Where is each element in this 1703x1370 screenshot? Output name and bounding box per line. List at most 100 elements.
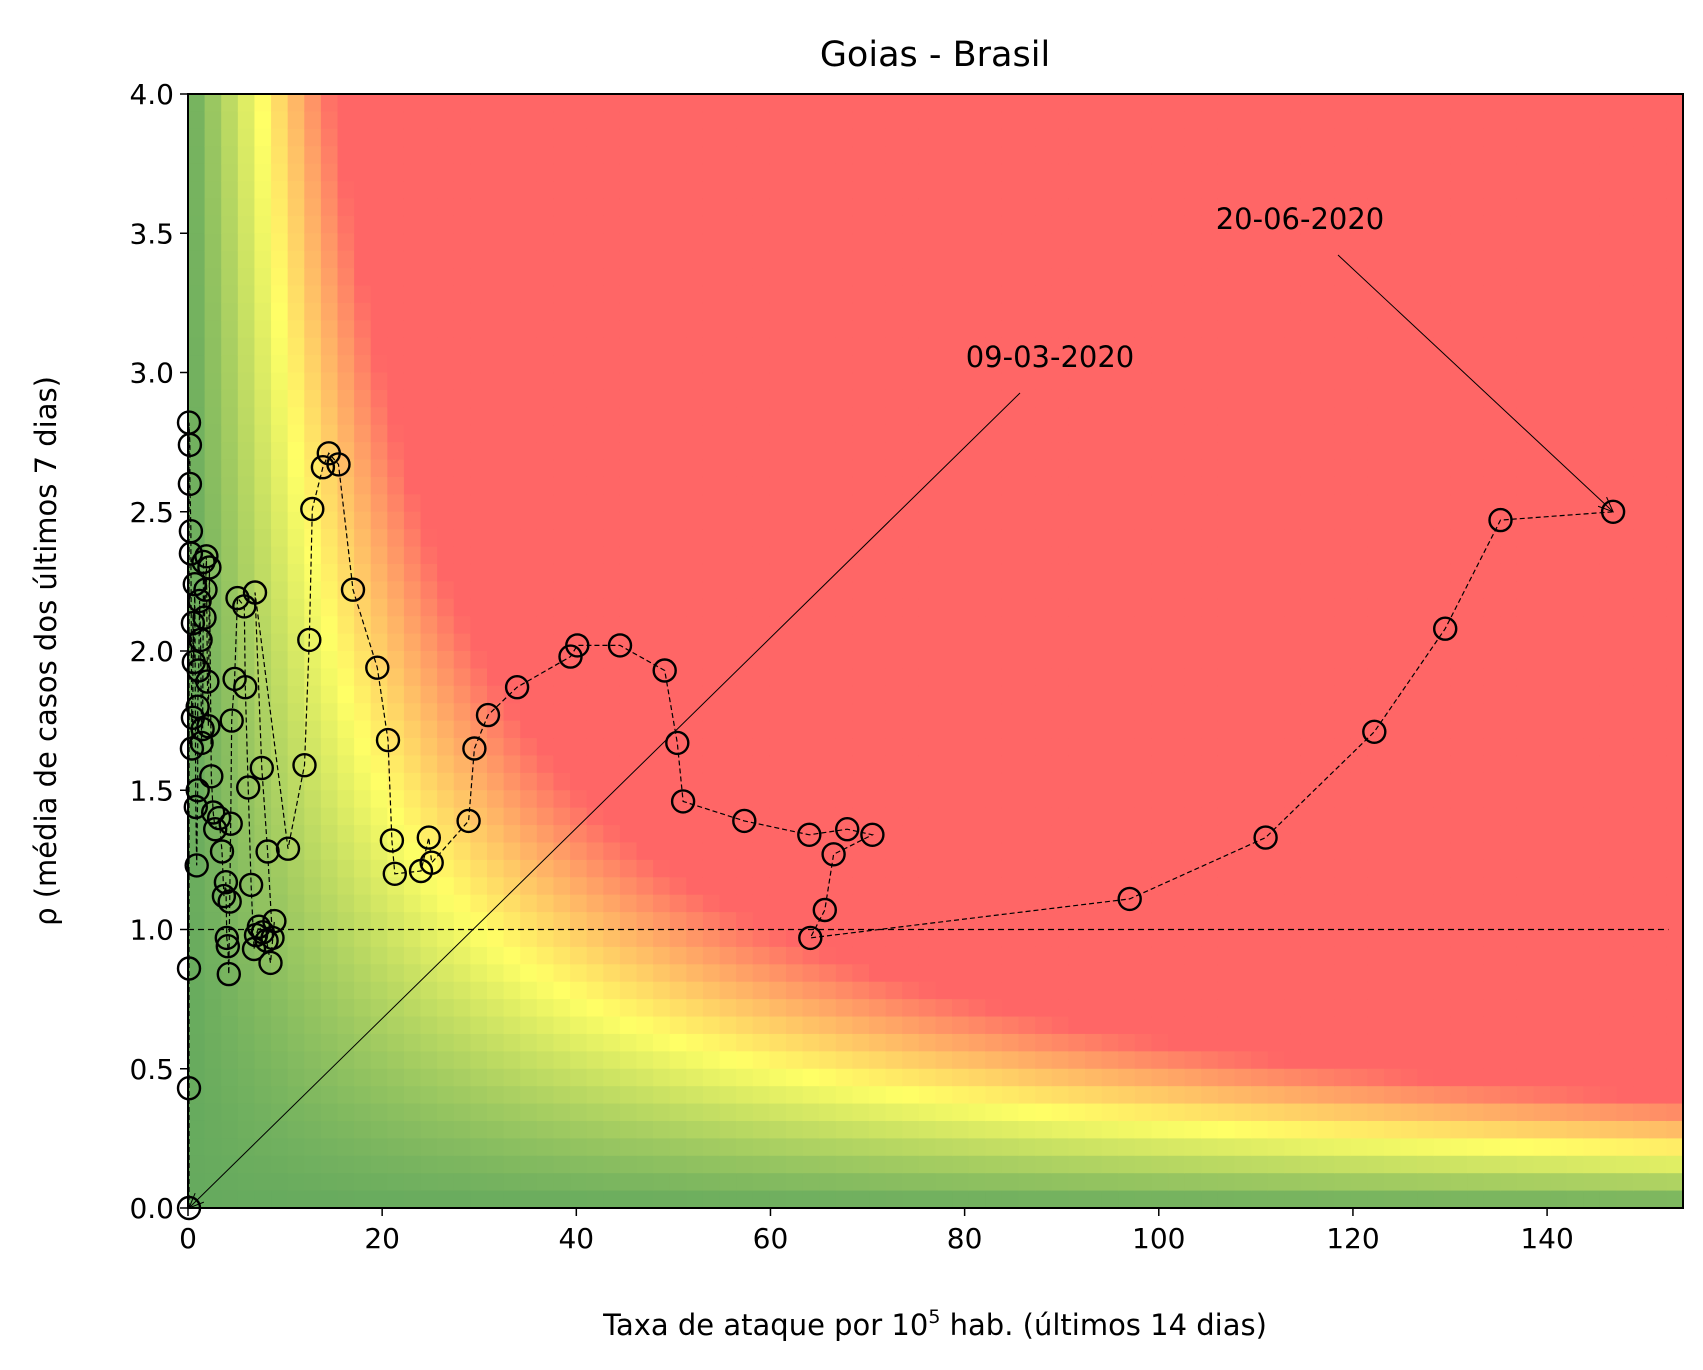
gradient-cell xyxy=(221,1173,239,1192)
gradient-cell xyxy=(1118,1190,1136,1208)
gradient-cell xyxy=(370,825,389,844)
gradient-cell xyxy=(1134,598,1153,617)
gradient-cell xyxy=(370,685,389,705)
gradient-cell xyxy=(636,912,654,931)
gradient-cell xyxy=(636,738,654,757)
gradient-cell xyxy=(653,250,671,269)
gradient-cell xyxy=(453,946,472,966)
gradient-cell xyxy=(719,790,737,809)
gradient-cell xyxy=(802,1051,821,1070)
gradient-cell xyxy=(869,128,887,148)
gradient-cell xyxy=(1217,772,1236,792)
gradient-cell xyxy=(1284,128,1302,148)
gradient-cell xyxy=(1433,720,1452,739)
gradient-cell xyxy=(1384,268,1402,287)
gradient-cell xyxy=(968,1173,987,1192)
gradient-cell xyxy=(536,94,555,113)
gradient-cell xyxy=(271,128,289,148)
gradient-cell xyxy=(786,616,804,635)
gradient-cell xyxy=(1350,859,1369,879)
gradient-cell xyxy=(1317,320,1335,339)
gradient-cell xyxy=(1317,215,1335,235)
gradient-cell xyxy=(935,720,953,739)
gradient-cell xyxy=(1467,755,1485,774)
gradient-cell xyxy=(1134,946,1153,966)
gradient-cell xyxy=(1384,581,1402,600)
gradient-cell xyxy=(520,163,538,182)
gradient-cell xyxy=(653,1190,671,1208)
gradient-cell xyxy=(935,703,953,722)
gradient-cell xyxy=(1433,1051,1452,1070)
gradient-cell xyxy=(952,912,970,931)
gradient-cell xyxy=(1051,198,1070,217)
gradient-cell xyxy=(769,668,787,687)
gradient-cell xyxy=(1284,1068,1302,1087)
gradient-cell xyxy=(1450,616,1468,635)
gradient-cell xyxy=(420,685,438,705)
gradient-cell xyxy=(1267,181,1286,200)
gradient-cell xyxy=(852,1155,870,1174)
gradient-cell xyxy=(254,233,272,252)
gradient-cell xyxy=(1234,215,1252,235)
gradient-cell xyxy=(1051,703,1070,722)
gradient-cell xyxy=(1334,981,1352,1000)
gradient-cell xyxy=(304,946,322,966)
gradient-cell xyxy=(204,1068,223,1087)
gradient-cell xyxy=(1234,459,1252,478)
gradient-cell xyxy=(1168,476,1186,496)
gradient-cell xyxy=(902,1173,920,1192)
gradient-cell xyxy=(885,1016,904,1035)
gradient-cell xyxy=(1467,946,1485,966)
gradient-cell xyxy=(686,215,704,235)
gradient-cell xyxy=(487,894,505,913)
gradient-cell xyxy=(603,668,621,687)
gradient-cell xyxy=(935,285,953,304)
gradient-cell xyxy=(885,999,904,1018)
gradient-cell xyxy=(1317,563,1335,583)
gradient-cell xyxy=(752,964,771,983)
gradient-cell xyxy=(1267,337,1286,356)
gradient-cell xyxy=(1433,598,1452,617)
gradient-cell xyxy=(1134,807,1153,826)
gradient-cell xyxy=(1433,372,1452,391)
gradient-cell xyxy=(968,964,987,983)
gradient-cell xyxy=(918,825,937,844)
gradient-cell xyxy=(1068,389,1086,409)
gradient-cell xyxy=(553,877,571,896)
gradient-cell xyxy=(387,1086,405,1105)
gradient-cell xyxy=(1085,320,1103,339)
gradient-cell xyxy=(736,598,754,617)
gradient-cell xyxy=(437,529,455,548)
gradient-cell xyxy=(1068,929,1086,948)
gradient-cell xyxy=(1018,946,1036,966)
gradient-cell xyxy=(204,285,223,304)
gradient-cell xyxy=(204,337,223,356)
gradient-cell xyxy=(736,511,754,530)
gradient-cell xyxy=(520,633,538,652)
gradient-cell xyxy=(354,233,372,252)
gradient-cell xyxy=(1300,981,1319,1000)
gradient-cell xyxy=(536,1103,555,1122)
gradient-cell xyxy=(918,233,937,252)
gradient-cell xyxy=(1284,302,1302,322)
gradient-cell xyxy=(586,842,605,861)
gradient-cell xyxy=(1234,268,1252,287)
gradient-cell xyxy=(1317,268,1335,287)
gradient-cell xyxy=(669,877,688,896)
gradient-cell xyxy=(553,424,571,443)
gradient-cell xyxy=(403,1103,422,1122)
gradient-cell xyxy=(1168,1190,1186,1208)
gradient-cell xyxy=(1300,790,1319,809)
gradient-cell xyxy=(1417,529,1435,548)
gradient-cell xyxy=(852,738,870,757)
gradient-cell xyxy=(1118,355,1136,374)
gradient-cell xyxy=(619,877,638,896)
gradient-cell xyxy=(1317,476,1335,496)
gradient-cell xyxy=(1251,268,1269,287)
gradient-cell xyxy=(1134,442,1153,461)
gradient-cell xyxy=(603,842,621,861)
gradient-cell xyxy=(1300,1138,1319,1157)
gradient-cell xyxy=(387,581,405,600)
gradient-cell xyxy=(1001,1033,1020,1053)
gradient-cell xyxy=(1168,494,1186,513)
